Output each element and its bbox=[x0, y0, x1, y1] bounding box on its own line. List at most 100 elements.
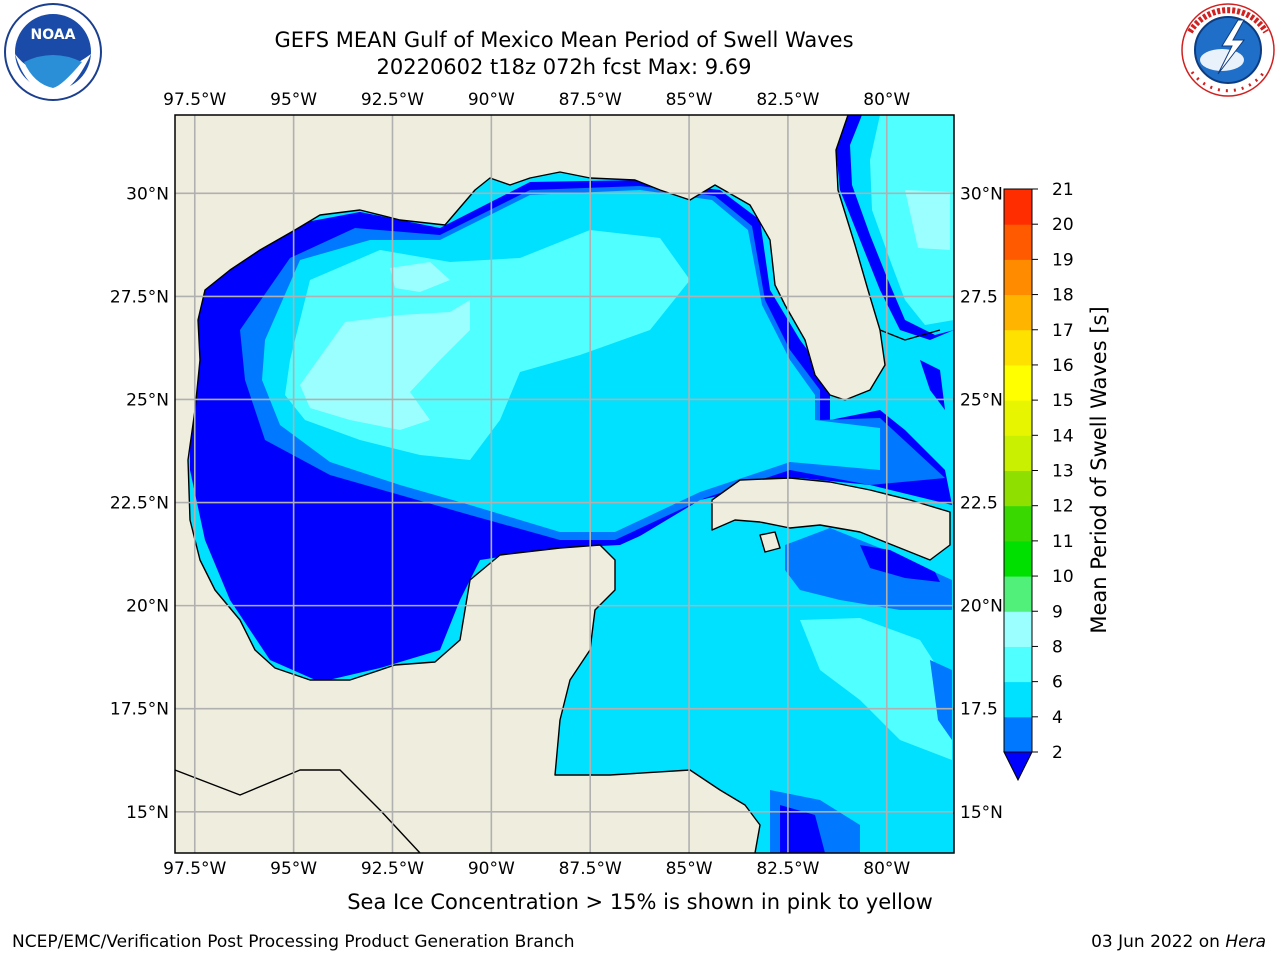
colorbar: 2 4 6 8 9 10 11 12 13 14 15 16 17 18 19 20 21 bbox=[1003, 180, 1074, 782]
colorbar-tick-label: 2 bbox=[1052, 743, 1063, 763]
colorbar-tick-label: 11 bbox=[1052, 532, 1074, 552]
land-masses bbox=[175, 115, 950, 853]
lon-label-bottom: 97.5°W bbox=[163, 859, 226, 879]
colorbar-segment bbox=[1004, 400, 1032, 436]
contour-band-8-9s bbox=[300, 300, 470, 430]
lon-label-top: 80°W bbox=[863, 90, 910, 110]
land-isla-juventud bbox=[760, 532, 780, 552]
lon-label-top: 97.5°W bbox=[163, 90, 226, 110]
colorbar-tick-label: 21 bbox=[1052, 180, 1074, 200]
lat-label-right: 17.5 bbox=[960, 700, 998, 720]
caribbean-swell-field bbox=[560, 478, 952, 853]
svg-text:NOAA: NOAA bbox=[31, 27, 76, 43]
colorbar-tick-label: 16 bbox=[1052, 356, 1074, 376]
colorbar-segment bbox=[1004, 259, 1032, 296]
contour-band-6-8s-carib bbox=[800, 618, 952, 760]
axis-tick-labels: 97.5°W 97.5°W 95°W 95°W 92.5°W 92.5°W 90°W 90°W… bbox=[110, 90, 1003, 879]
lat-label-right: 30°N bbox=[960, 184, 1003, 204]
lat-label-left: 20°N bbox=[126, 597, 169, 617]
lon-label-bottom: 92.5°W bbox=[361, 859, 424, 879]
footer-date-text: 03 Jun 2022 on bbox=[1091, 932, 1226, 952]
colorbar-tick-label: 10 bbox=[1052, 567, 1074, 587]
footer-host: Hera bbox=[1225, 932, 1266, 952]
lon-label-top: 90°W bbox=[468, 90, 515, 110]
lon-label-top: 82.5°W bbox=[756, 90, 819, 110]
map-area bbox=[175, 115, 954, 853]
atlantic-swell-field bbox=[836, 115, 954, 410]
colorbar-tick-label: 15 bbox=[1052, 391, 1074, 411]
colorbar-segment bbox=[1004, 329, 1032, 366]
footer-credit: NCEP/EMC/Verification Post Processing Pr… bbox=[12, 932, 575, 952]
graticule bbox=[175, 115, 954, 853]
lat-label-right: 25°N bbox=[960, 390, 1003, 410]
sea-ice-caption: Sea Ice Concentration > 15% is shown in … bbox=[347, 890, 933, 914]
colorbar-segment bbox=[1004, 716, 1032, 753]
contour-band-2-4s-carib bbox=[785, 528, 952, 610]
contour-band-under-2s-south bbox=[780, 805, 825, 853]
lat-label-left: 22.5°N bbox=[110, 494, 169, 514]
colorbar-segment bbox=[1004, 540, 1032, 577]
contour-band-8-9s-patch bbox=[390, 262, 450, 292]
contour-band-2-4s-east bbox=[930, 660, 952, 740]
lat-label-left: 25°N bbox=[126, 390, 169, 410]
colorbar-tick-label: 4 bbox=[1052, 708, 1063, 728]
lon-label-bottom: 87.5°W bbox=[559, 859, 622, 879]
colorbar-tick-label: 8 bbox=[1052, 637, 1063, 657]
lon-label-top: 85°W bbox=[666, 90, 713, 110]
coastline-gulf bbox=[187, 115, 886, 853]
colorbar-tick-label: 12 bbox=[1052, 497, 1074, 517]
chart-title: GEFS MEAN Gulf of Mexico Mean Period of … bbox=[274, 28, 854, 52]
lon-label-bottom: 85°W bbox=[666, 859, 713, 879]
colorbar-segment bbox=[1004, 224, 1032, 260]
contour-band-under-2s-bahamas bbox=[920, 360, 945, 410]
colorbar-segment bbox=[1004, 611, 1032, 647]
lon-label-bottom: 90°W bbox=[468, 859, 515, 879]
colorbar-segment bbox=[1004, 189, 1032, 225]
nws-logo-icon bbox=[1181, 3, 1275, 97]
contour-band-8-9s-atlantic bbox=[905, 190, 950, 250]
lat-label-right: 15°N bbox=[960, 803, 1003, 823]
lon-label-bottom: 82.5°W bbox=[756, 859, 819, 879]
coastlines bbox=[175, 115, 951, 853]
colorbar-segment bbox=[1004, 435, 1032, 471]
lat-label-right: 20°N bbox=[960, 597, 1003, 617]
lat-label-left: 17.5°N bbox=[110, 700, 169, 720]
lon-label-bottom: 80°W bbox=[863, 859, 910, 879]
contour-band-under-2s-carib bbox=[860, 545, 940, 582]
colorbar-segment bbox=[1004, 294, 1032, 331]
colorbar-segment bbox=[1004, 364, 1032, 401]
land-cuba bbox=[712, 478, 950, 560]
lon-label-top: 95°W bbox=[270, 90, 317, 110]
gulf-swell-field bbox=[190, 180, 952, 682]
lat-label-left: 15°N bbox=[126, 803, 169, 823]
colorbar-tick-label: 13 bbox=[1052, 462, 1074, 482]
lat-label-left: 27.5°N bbox=[110, 287, 169, 307]
lat-label-right: 27.5 bbox=[960, 287, 998, 307]
colorbar-tick-label: 9 bbox=[1052, 602, 1063, 622]
colorbar-label: Mean Period of Swell Waves [s] bbox=[1087, 306, 1111, 633]
footer-date: 03 Jun 2022 on Hera bbox=[1091, 932, 1266, 952]
colorbar-tick-label: 19 bbox=[1052, 250, 1074, 270]
colorbar-tick-label: 14 bbox=[1052, 426, 1074, 446]
colorbar-segment bbox=[1004, 646, 1032, 683]
lon-label-top: 87.5°W bbox=[559, 90, 622, 110]
lon-label-bottom: 95°W bbox=[270, 859, 317, 879]
colorbar-tick-label: 18 bbox=[1052, 286, 1074, 306]
lon-label-top: 92.5°W bbox=[361, 90, 424, 110]
colorbar-extend-min bbox=[1003, 751, 1033, 782]
colorbar-segment bbox=[1004, 681, 1032, 718]
colorbar-tick-label: 6 bbox=[1052, 673, 1063, 693]
colorbar-tick-label: 20 bbox=[1052, 215, 1074, 235]
land-usa-mexico bbox=[175, 115, 885, 853]
colorbar-tick-label: 17 bbox=[1052, 321, 1074, 341]
chart-subtitle: 20220602 t18z 072h fcst Max: 9.69 bbox=[376, 55, 752, 79]
coastline-isla-juventud bbox=[759, 531, 781, 553]
colorbar-segment bbox=[1004, 576, 1032, 612]
lat-label-right: 22.5 bbox=[960, 494, 998, 514]
colorbar-segment bbox=[1004, 505, 1032, 542]
noaa-logo-icon: NOAA bbox=[4, 3, 102, 101]
coastline-pacific bbox=[175, 769, 421, 853]
lat-label-left: 30°N bbox=[126, 184, 169, 204]
colorbar-segment bbox=[1004, 470, 1032, 507]
